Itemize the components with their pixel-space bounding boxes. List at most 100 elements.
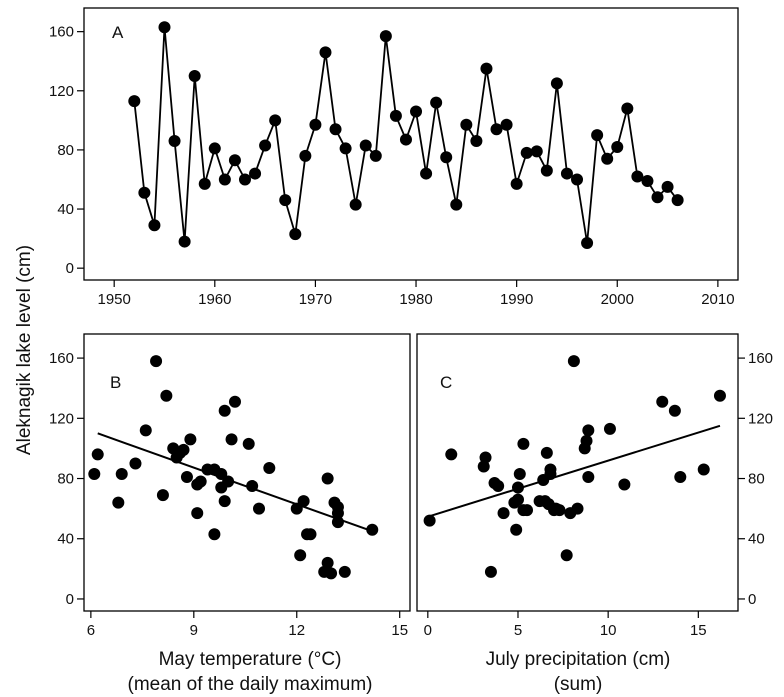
panel-b-xlabel-line2: (mean of the daily maximum) [128, 674, 373, 695]
panel-c-data-point [521, 504, 534, 517]
panel-a-ytick-label: 120 [49, 83, 74, 100]
panel-a-ytick-label: 160 [49, 24, 74, 41]
panel-c-data-point [580, 434, 593, 447]
panel-a-data-point [168, 135, 181, 148]
panel-b-data-point [253, 502, 266, 515]
panel-a-data-point [399, 133, 412, 146]
panel-a-data-point [138, 186, 151, 199]
panel-a-xtick-label: 1950 [97, 291, 130, 308]
panel-a-data-point [228, 154, 241, 167]
panel-a-label: A [112, 23, 124, 42]
panel-c-xlabel-line2: (sum) [554, 674, 603, 695]
shared-ylabel: Aleknagik lake level (cm) [14, 245, 35, 455]
panel-a-data-point [359, 139, 372, 152]
panel-a-data-point [410, 105, 423, 118]
panel-a-data-point [611, 140, 624, 153]
panel-a-data-point [188, 70, 201, 82]
panel-a-data-point [671, 194, 684, 207]
panel-b: B 6 9 12 15 0 40 80 120 160 May temperature (°C)… [49, 333, 411, 695]
panel-c-xtick-label: 10 [600, 622, 617, 639]
panel-b-trend-line [97, 432, 373, 533]
panel-a-data-point [208, 142, 221, 155]
panel-a-frame [83, 7, 739, 281]
panel-a-data-point [218, 173, 231, 186]
panel-c-data-point [479, 451, 492, 464]
panel-c-xtick-label: 15 [690, 622, 707, 639]
panel-a-data-point [631, 170, 644, 183]
panel-c-label: C [440, 373, 452, 392]
panel-c-data-point [544, 463, 557, 476]
panel-c-data-point [492, 480, 505, 493]
panel-a-data-point [470, 135, 483, 148]
panel-a-data-point [641, 174, 654, 187]
panel-b-data-point [208, 528, 221, 541]
panel-a: A 1950 1960 1970 1980 1990 2000 2010 0 40 80 120 16… [49, 7, 739, 308]
panel-c-data-point [497, 507, 510, 520]
panel-a-data-point [389, 109, 402, 122]
panel-b-data-point [304, 528, 317, 541]
panel-a-xtick-label: 2010 [701, 291, 734, 308]
panel-c-data-point [567, 355, 580, 368]
panel-a-ytick-label: 40 [57, 201, 74, 218]
panel-c-ytick-label: 120 [748, 410, 773, 427]
panel-a-data-point [530, 145, 543, 158]
panel-b-data-point [156, 489, 169, 502]
panel-b-axes: 6 9 12 15 0 40 80 120 160 [49, 350, 408, 639]
panel-a-axes: 1950 1960 1970 1980 1990 2000 2010 0 40 80 120 160 [49, 24, 735, 308]
panel-c-data-point [540, 446, 553, 459]
panel-b-xtick-label: 9 [190, 622, 198, 639]
panel-b-data-point [366, 523, 379, 536]
panel-c-ytick-label: 40 [748, 531, 765, 548]
panel-b-ytick-label: 80 [57, 471, 74, 488]
panel-b-data-point [184, 433, 197, 446]
panel-b-data-point [325, 567, 338, 580]
panel-a-data-point [339, 142, 352, 155]
panel-b-data-point [177, 443, 190, 456]
panel-c-trend-line [429, 424, 721, 518]
panel-a-data-point [329, 123, 342, 136]
panel-c-data-point [484, 565, 497, 578]
panel-c-ytick-label: 0 [748, 591, 756, 608]
panel-a-data-point [550, 77, 563, 90]
panel-c-xlabel: July precipitation (cm) [486, 649, 671, 670]
panel-b-xtick-label: 6 [87, 622, 95, 639]
panel-a-data-point [309, 118, 322, 131]
panel-a-data-point [379, 30, 392, 43]
panel-c-axes: 0 5 10 15 0 40 80 120 160 [424, 350, 773, 639]
panel-c-data-point [423, 514, 436, 527]
panel-c-xtick-label: 0 [424, 622, 432, 639]
panel-b-ytick-label: 0 [66, 591, 74, 608]
panel-b-data-point [115, 468, 128, 481]
panel-c-frame [416, 333, 739, 612]
panel-c-data-point [511, 493, 524, 506]
panel-b-data-point [338, 565, 351, 578]
panel-a-ytick-label: 80 [57, 142, 74, 159]
panel-b-data-point [222, 475, 235, 488]
panel-a-data-point [661, 180, 674, 193]
panel-c: C 0 5 10 15 0 40 80 120 160 July precipitation (… [416, 333, 773, 695]
panel-a-ytick-label: 0 [66, 260, 74, 277]
panel-b-data-point [228, 395, 241, 408]
panel-b-data-point [194, 475, 207, 488]
panel-a-data-point [490, 123, 503, 136]
panel-b-points [88, 355, 379, 580]
panel-c-data-point [582, 471, 595, 484]
panel-a-data-point [158, 21, 171, 34]
panel-b-data-point [88, 468, 101, 481]
panel-b-data-point [112, 496, 125, 509]
panel-b-data-point [180, 471, 193, 484]
panel-b-data-point [225, 433, 238, 446]
panel-a-data-point [560, 167, 573, 180]
panel-b-data-point [321, 556, 334, 569]
panel-a-data-point [520, 146, 533, 159]
panel-c-data-point [656, 395, 669, 408]
panel-c-data-point [553, 504, 566, 517]
panel-b-data-point [218, 404, 231, 417]
panel-c-data-point [668, 404, 681, 417]
panel-c-data-point [445, 448, 458, 461]
panel-a-data-point [460, 118, 473, 131]
panel-a-data-point [601, 152, 614, 165]
panel-a-data-point [319, 46, 332, 59]
panel-b-data-point [150, 355, 163, 368]
panel-a-data-point [269, 114, 282, 127]
